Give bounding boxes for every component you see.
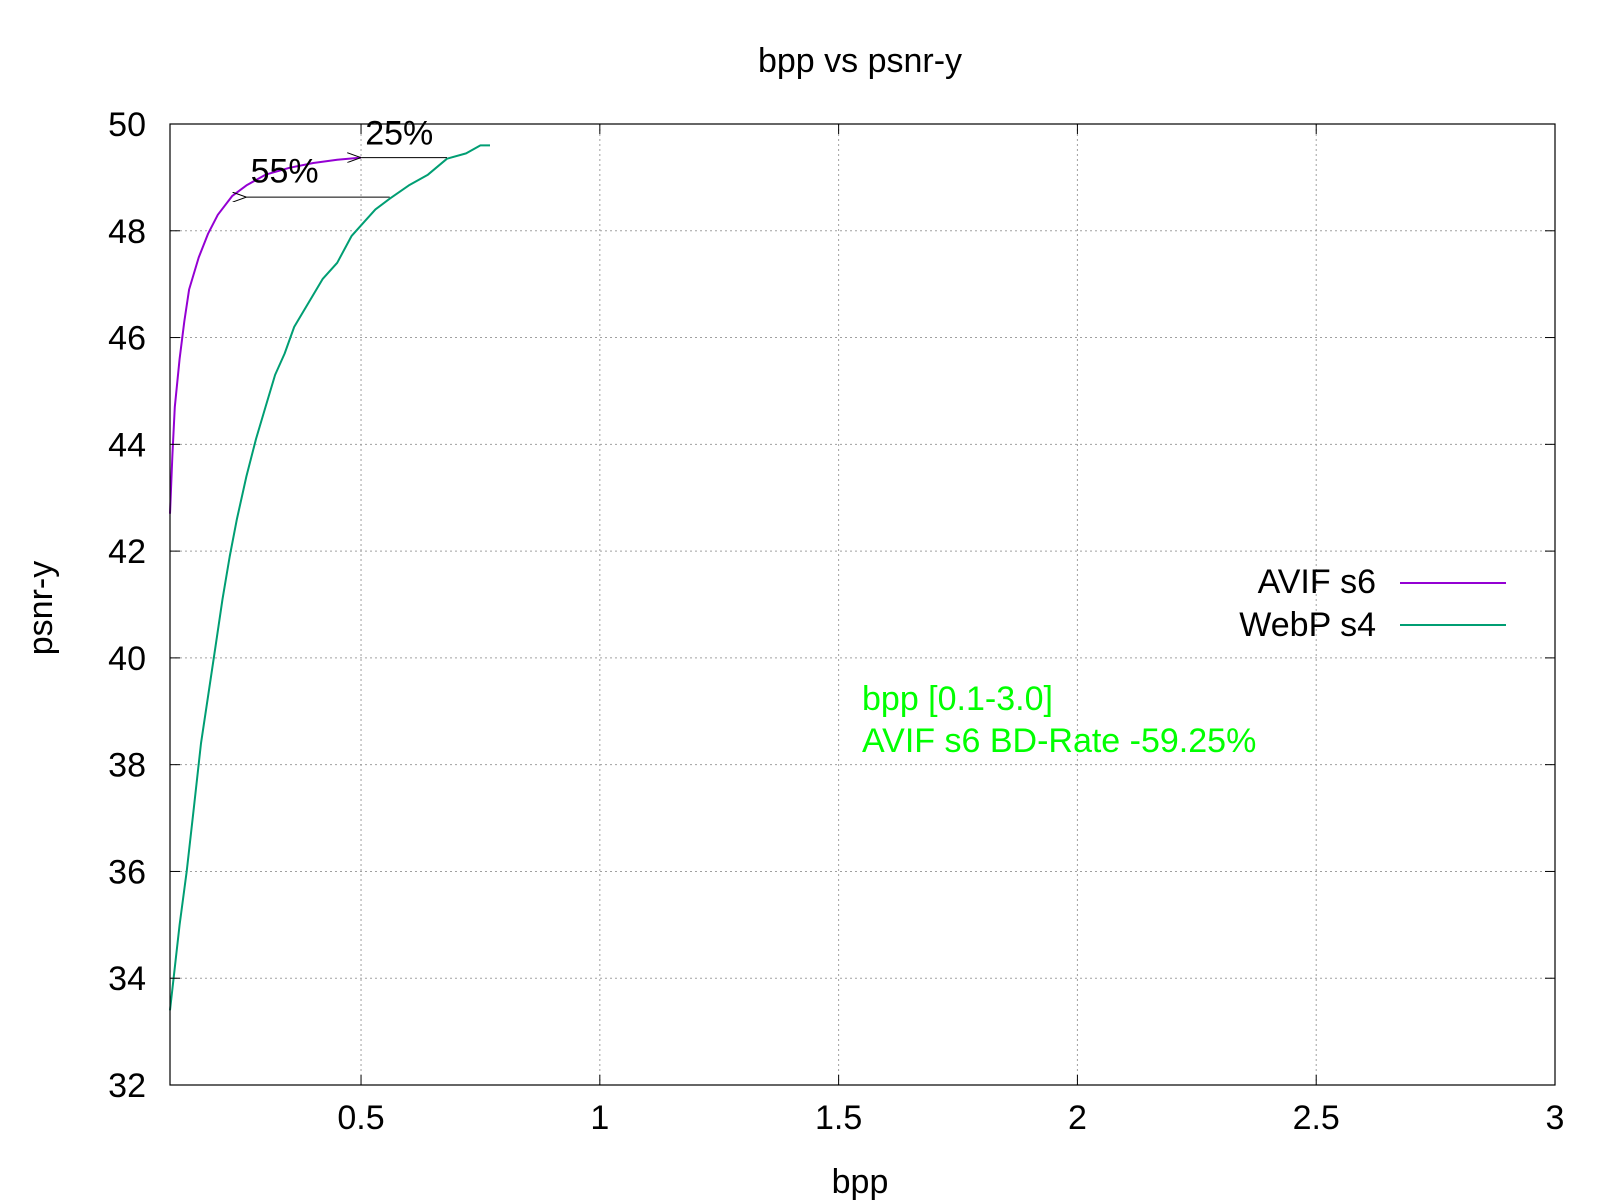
- series-line-avif: [169, 156, 362, 514]
- ticks: 0.5 1 1.5 2 2.5 3 32 34 36 38 40 42 44 46 48 50: [108, 106, 1564, 1137]
- y-tick-label: 46: [108, 320, 146, 358]
- x-tick-label: 3: [1546, 1099, 1565, 1137]
- x-tick-label: 2.5: [1293, 1099, 1340, 1137]
- x-tick-label: 1.5: [815, 1099, 862, 1137]
- chart-title: bpp vs psnr-y: [758, 42, 962, 80]
- x-tick-label: 0.5: [337, 1099, 384, 1137]
- y-axis-label: psnr-y: [22, 561, 60, 655]
- legend-label-webp: WebP s4: [1239, 606, 1376, 644]
- plot-frame: [169, 123, 1556, 1086]
- bd-rate-info: bpp [0.1-3.0] AVIF s6 BD-Rate -59.25%: [862, 680, 1256, 760]
- y-tick-label: 34: [108, 960, 146, 998]
- legend-label-avif: AVIF s6: [1258, 563, 1376, 601]
- x-axis-label: bpp: [832, 1163, 889, 1200]
- y-tick-label: 44: [108, 426, 146, 464]
- grid: [170, 124, 1555, 1085]
- improvement-label: 55%: [251, 153, 319, 191]
- y-tick-label: 32: [108, 1067, 146, 1105]
- y-tick-label: 38: [108, 747, 146, 785]
- y-tick-label: 40: [108, 640, 146, 678]
- bd-rate-range-text: bpp [0.1-3.0]: [862, 680, 1053, 718]
- y-tick-label: 48: [108, 213, 146, 251]
- legend: AVIF s6 WebP s4: [1239, 563, 1506, 644]
- x-tick-label: 1: [590, 1099, 609, 1137]
- annotations: 25% 55%: [246, 114, 447, 197]
- y-tick-label: 36: [108, 853, 146, 891]
- improvement-label: 25%: [365, 114, 433, 152]
- bd-rate-value-text: AVIF s6 BD-Rate -59.25%: [862, 722, 1256, 760]
- series-line-webp: [169, 144, 490, 1011]
- y-tick-label: 50: [108, 106, 146, 144]
- x-tick-label: 2: [1068, 1099, 1087, 1137]
- y-tick-label: 42: [108, 533, 146, 571]
- series-layer: [169, 144, 490, 1011]
